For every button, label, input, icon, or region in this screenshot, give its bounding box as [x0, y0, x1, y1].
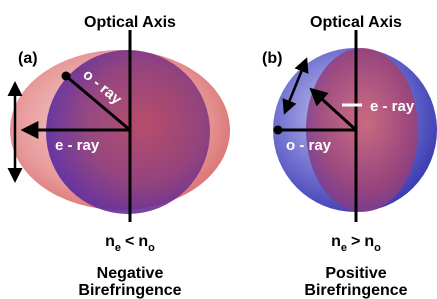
panel-b: Optical Axis (b) e - ray o - ray ne>no P… — [262, 14, 437, 299]
relation-part: n — [105, 233, 115, 250]
o-ray-label: o - ray — [286, 137, 332, 154]
e-ray-label: e - ray — [55, 137, 100, 154]
relation-part: o — [374, 242, 381, 254]
relation-part: n — [138, 233, 148, 250]
relation-part: e — [341, 242, 347, 254]
axis-title: Optical Axis — [310, 14, 402, 31]
axis-title: Optical Axis — [84, 14, 176, 31]
panel-label: (a) — [18, 50, 38, 67]
relation-part: n — [364, 233, 374, 250]
diagram: Optical Axis (a) o - ray e - ray ne<no N… — [0, 0, 437, 299]
caption-line: Negative — [97, 265, 164, 282]
relation: ne<no — [105, 233, 155, 254]
panel-label: (b) — [262, 50, 282, 67]
panel-a: Optical Axis (a) o - ray e - ray ne<no N… — [10, 14, 230, 299]
relation-part: o — [148, 242, 155, 254]
relation: ne>no — [331, 233, 381, 254]
o-ray-dot — [274, 126, 283, 135]
caption-line: Positive — [325, 265, 386, 282]
ordinary-sphere — [46, 50, 210, 214]
relation-part: e — [115, 242, 121, 254]
caption-line: Birefringence — [78, 282, 181, 299]
relation-part: < — [125, 233, 134, 250]
o-ray-dot — [62, 72, 71, 81]
e-ray-label: e - ray — [370, 98, 415, 115]
relation-part: > — [351, 233, 360, 250]
caption-line: Birefringence — [304, 282, 407, 299]
page: {"panels": [ {"label": "(a)", "axis_titl… — [0, 0, 437, 299]
relation-part: n — [331, 233, 341, 250]
